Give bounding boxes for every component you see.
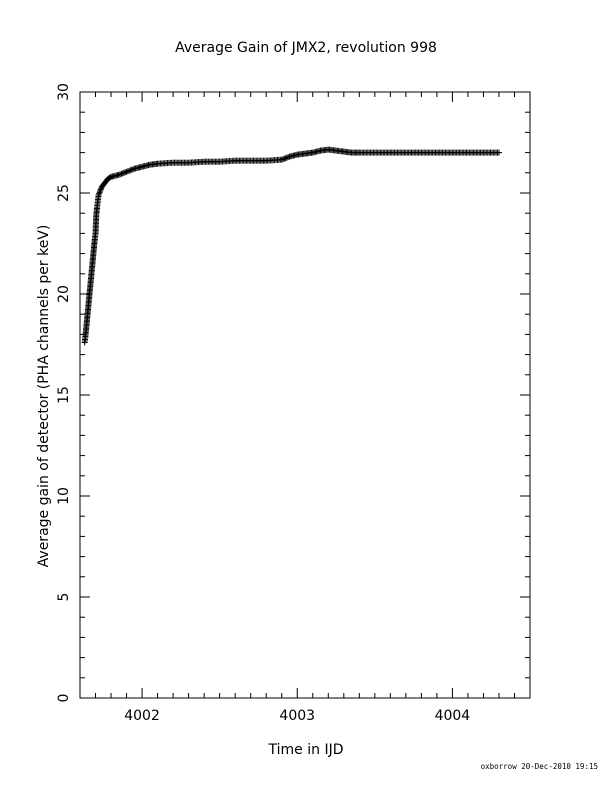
data-point	[96, 190, 103, 197]
data-point	[282, 155, 289, 162]
data-point	[128, 166, 135, 173]
x-axis-label: Time in IJD	[268, 742, 344, 758]
y-tick-label: 25	[56, 184, 72, 202]
data-point	[97, 186, 104, 193]
y-axis-label: Average gain of detector (PHA channels p…	[36, 225, 52, 568]
y-tick-label: 10	[56, 487, 72, 505]
tick-labels: 0 5 10 15 20 25 30 4002 4003 4004	[56, 83, 470, 724]
data-point	[119, 170, 126, 177]
data-point	[118, 170, 125, 177]
y-tick-label: 15	[56, 386, 72, 404]
data-point	[495, 149, 502, 156]
data-point	[130, 166, 137, 173]
chart-title: Average Gain of JMX2, revolution 998	[175, 40, 437, 56]
axis-ticks	[79, 91, 531, 699]
data-point	[283, 154, 290, 161]
data-point	[126, 167, 133, 174]
data-point	[95, 192, 102, 199]
y-tick-label: 0	[56, 694, 72, 703]
plot-frame	[79, 91, 531, 699]
data-point	[117, 171, 124, 178]
data-point	[285, 154, 292, 161]
data-point	[281, 155, 288, 162]
data-point	[122, 169, 129, 176]
data-point	[96, 189, 103, 196]
y-tick-label: 5	[56, 593, 72, 602]
data-point	[97, 187, 104, 194]
data-points	[81, 146, 502, 346]
y-tick-label: 20	[56, 285, 72, 303]
y-tick-label: 30	[56, 83, 72, 101]
data-point	[124, 168, 131, 175]
x-tick-label: 4003	[279, 708, 315, 724]
data-point	[123, 168, 130, 175]
credit-stamp: oxborrow 20-Dec-2010 19:15	[481, 762, 598, 771]
data-point	[115, 171, 122, 178]
data-point	[120, 169, 127, 176]
data-point	[127, 167, 134, 174]
x-tick-label: 4002	[124, 708, 160, 724]
data-point	[280, 156, 287, 163]
x-tick-label: 4004	[435, 708, 471, 724]
data-point	[278, 156, 285, 163]
